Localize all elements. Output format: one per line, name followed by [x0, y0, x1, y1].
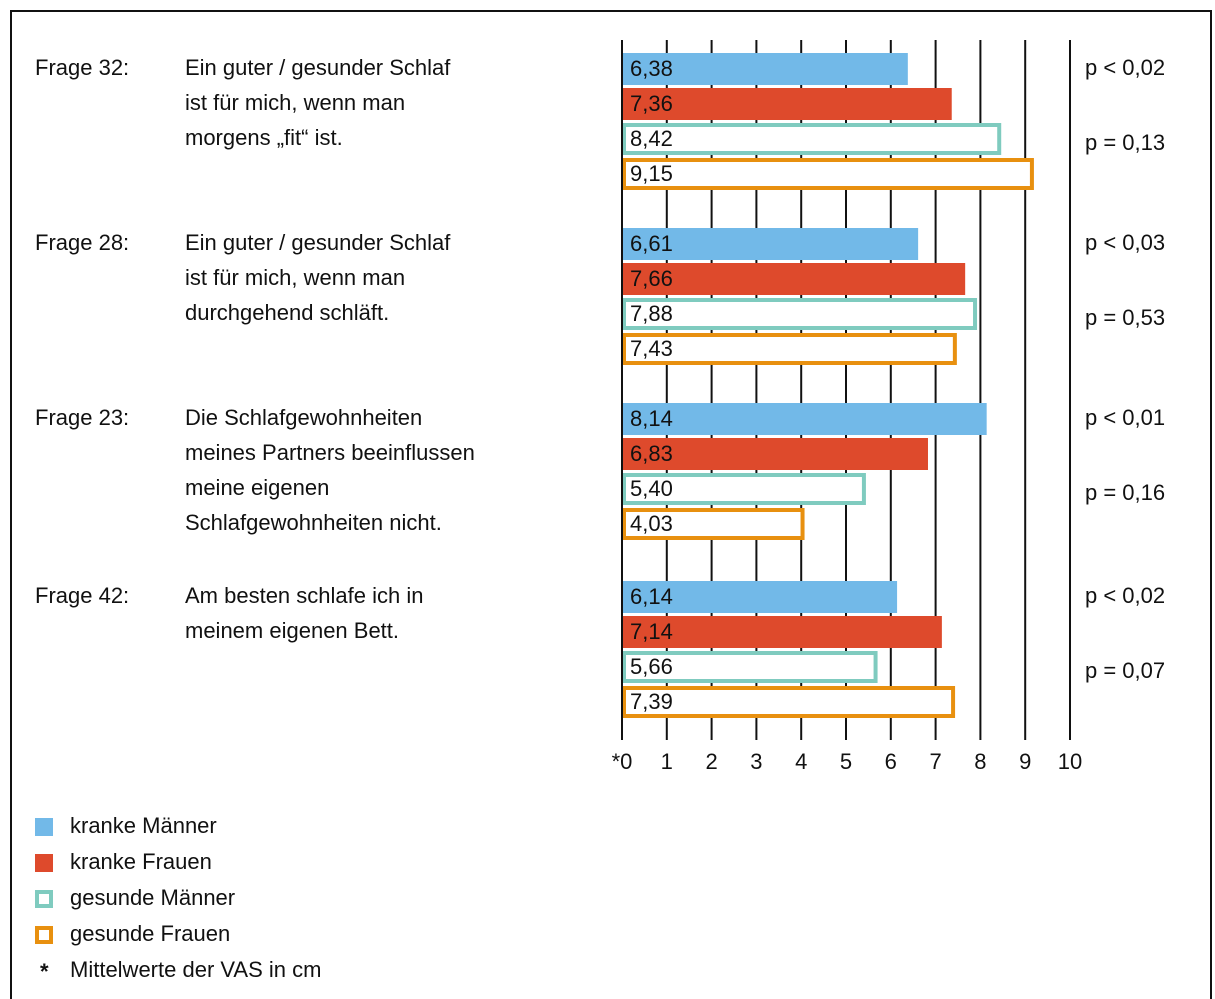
footnote: Mittelwerte der VAS in cm	[70, 957, 321, 982]
x-tick-label: 3	[750, 749, 762, 774]
value-label: 4,03	[630, 511, 673, 536]
p-value: p = 0,07	[1085, 658, 1165, 683]
category-label: Frage 28:	[35, 230, 129, 255]
value-label: 7,88	[630, 301, 673, 326]
bar	[622, 403, 987, 435]
legend-swatch	[35, 926, 53, 944]
value-label: 6,83	[630, 441, 673, 466]
bar	[622, 581, 898, 613]
value-label: 7,43	[630, 336, 673, 361]
x-tick-label: 9	[1019, 749, 1031, 774]
legend-label: gesunde Frauen	[70, 921, 230, 946]
x-tick-label: 2	[705, 749, 717, 774]
bar	[622, 88, 952, 120]
bar	[622, 616, 942, 648]
question-line: Ein guter / gesunder Schlaf	[185, 55, 451, 80]
bar	[622, 263, 966, 295]
question-line: meine eigenen	[185, 475, 329, 500]
value-label: 7,39	[630, 689, 673, 714]
question-line: Ein guter / gesunder Schlaf	[185, 230, 451, 255]
bar	[622, 473, 866, 505]
question-line: Die Schlafgewohnheiten	[185, 405, 422, 430]
question-line: morgens „fit“ ist.	[185, 125, 343, 150]
bar	[622, 651, 878, 683]
value-label: 7,36	[630, 91, 673, 116]
p-value: p = 0,16	[1085, 480, 1165, 505]
question-line: meines Partners beeinflussen	[185, 440, 475, 465]
p-value: p < 0,02	[1085, 583, 1165, 608]
footnote-marker: *	[40, 959, 49, 984]
x-tick-label: 8	[974, 749, 986, 774]
bar	[622, 158, 1034, 190]
bar	[622, 508, 805, 540]
p-value: p < 0,01	[1085, 405, 1165, 430]
x-tick-label: 4	[795, 749, 807, 774]
value-label: 9,15	[630, 161, 673, 186]
value-label: 6,14	[630, 584, 673, 609]
legend-label: kranke Frauen	[70, 849, 212, 874]
bar	[622, 228, 919, 260]
p-value: p < 0,02	[1085, 55, 1165, 80]
value-label: 8,14	[630, 406, 673, 431]
value-label: 7,14	[630, 619, 673, 644]
x-tick-label: 6	[885, 749, 897, 774]
x-tick-label: 10	[1058, 749, 1082, 774]
p-value: p = 0,53	[1085, 305, 1165, 330]
bar	[622, 686, 956, 718]
value-label: 5,66	[630, 654, 673, 679]
bar	[622, 438, 928, 470]
x-tick-label: 7	[929, 749, 941, 774]
legend-swatch	[35, 890, 53, 908]
value-label: 6,38	[630, 56, 673, 81]
value-label: 7,66	[630, 266, 673, 291]
legend-label: gesunde Männer	[70, 885, 235, 910]
bar	[622, 53, 908, 85]
x-tick-label: 1	[661, 749, 673, 774]
bar	[622, 298, 978, 330]
frame	[10, 10, 1212, 999]
legend-label: kranke Männer	[70, 813, 217, 838]
question-line: durchgehend schläft.	[185, 300, 389, 325]
p-value: p = 0,13	[1085, 130, 1165, 155]
question-line: Schlafgewohnheiten nicht.	[185, 510, 442, 535]
category-label: Frage 42:	[35, 583, 129, 608]
category-label: Frage 23:	[35, 405, 129, 430]
legend-swatch	[35, 854, 53, 872]
value-label: 6,61	[630, 231, 673, 256]
question-line: meinem eigenen Bett.	[185, 618, 399, 643]
x-tick-label: *0	[612, 749, 633, 774]
value-label: 8,42	[630, 126, 673, 151]
category-label: Frage 32:	[35, 55, 129, 80]
question-line: ist für mich, wenn man	[185, 265, 405, 290]
p-value: p < 0,03	[1085, 230, 1165, 255]
value-label: 5,40	[630, 476, 673, 501]
legend-swatch	[35, 818, 53, 836]
question-line: Am besten schlafe ich in	[185, 583, 423, 608]
x-tick-label: 5	[840, 749, 852, 774]
question-line: ist für mich, wenn man	[185, 90, 405, 115]
bar	[622, 123, 1002, 155]
bar	[622, 333, 957, 365]
